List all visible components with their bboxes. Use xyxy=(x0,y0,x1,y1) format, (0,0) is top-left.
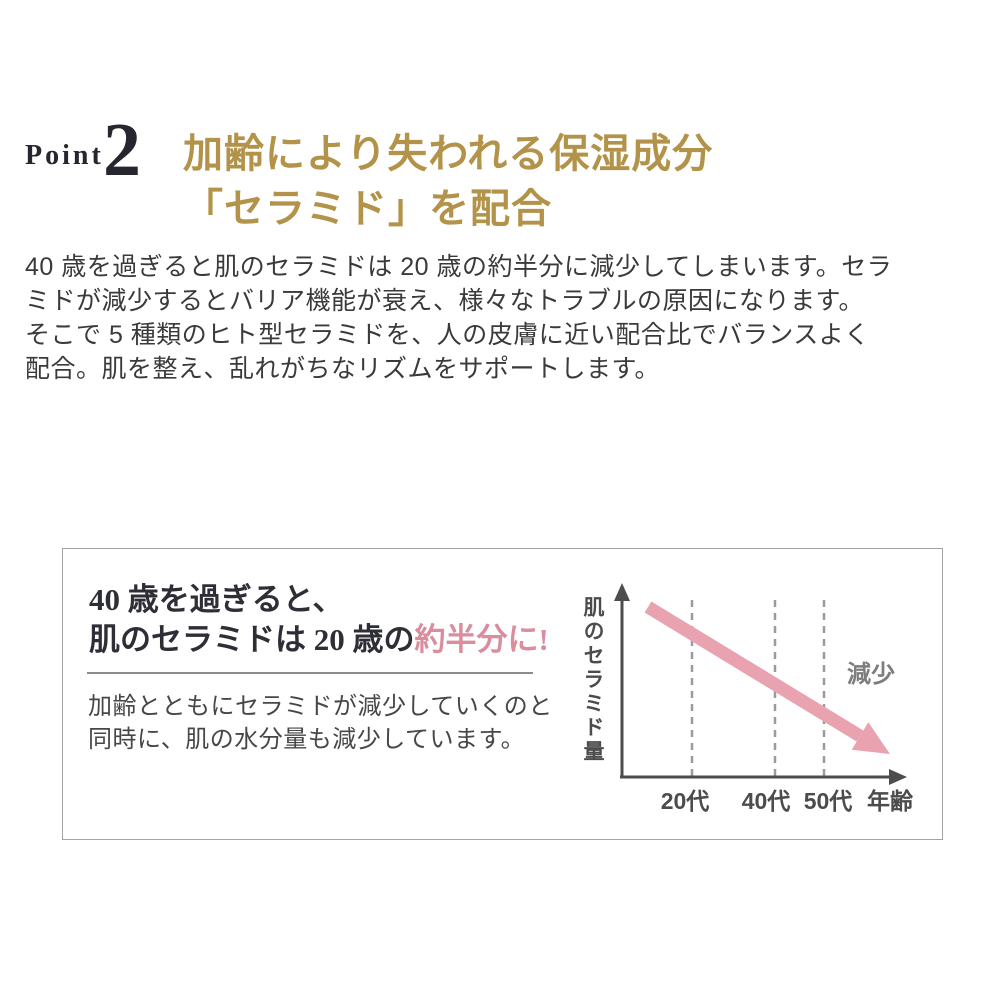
info-box-heading-line1: 40 歳を過ぎると、 xyxy=(89,582,344,617)
info-box-description: 加齢とともにセラミドが減少していくのと 同時に、肌の水分量も減少しています。 xyxy=(88,690,553,756)
info-box-heading: 40 歳を過ぎると、 肌のセラミドは 20 歳の約半分に! xyxy=(89,580,549,660)
info-box-desc-line: 加齢とともにセラミドが減少していくのと xyxy=(88,693,553,720)
trend-arrow-shaft xyxy=(644,601,864,742)
body-line: ミドが減少するとバリア機能が衰え、様々なトラブルの原因になります。 xyxy=(25,287,865,315)
body-line: 配合。肌を整え、乱れがちなリズムをサポートします。 xyxy=(25,355,661,383)
body-line: 40 歳を過ぎると肌のセラミドは 20 歳の約半分に減少してしまいます。セラ xyxy=(25,253,893,281)
trend-arrow-head xyxy=(851,722,890,754)
x-axis-arrow-icon xyxy=(889,769,907,785)
point-label: Point xyxy=(25,140,104,171)
y-axis-arrow-icon xyxy=(614,583,630,601)
x-axis-label: 年齢 xyxy=(867,788,913,814)
info-box-heading-line2: 肌のセラミドは 20 歳の約半分に! xyxy=(89,620,549,660)
page-title-line1: 加齢により失われる保湿成分 xyxy=(183,131,714,176)
info-box: 40 歳を過ぎると、 肌のセラミドは 20 歳の約半分に! 加齢とともにセラミド… xyxy=(62,548,943,840)
ceramide-decline-chart: 減少 20代 40代 50代 年齢 xyxy=(614,583,913,814)
info-box-heading-line2-prefix: 肌のセラミドは 20 歳の xyxy=(89,622,415,657)
point-number: 2 xyxy=(103,108,141,192)
chart-annotation: 減少 xyxy=(847,661,895,688)
body-paragraph: 40 歳を過ぎると肌のセラミドは 20 歳の約半分に減少してしまいます。セラ ミ… xyxy=(25,250,975,386)
x-tick-40s: 40代 xyxy=(742,788,791,814)
chart-y-axis-label: 肌のセラミド量 xyxy=(581,596,604,764)
page-title-line2: 「セラミド」を配合 xyxy=(183,186,552,231)
info-box-desc-line: 同時に、肌の水分量も減少しています。 xyxy=(88,726,526,753)
x-tick-20s: 20代 xyxy=(661,788,710,814)
info-box-heading-highlight: 約半分に! xyxy=(414,622,549,657)
body-line: そこで 5 種類のヒト型セラミドを、人の皮膚に近い配合比でバランスよく xyxy=(25,321,870,349)
x-tick-50s: 50代 xyxy=(804,788,853,814)
divider xyxy=(87,672,533,674)
page-title: 加齢により失われる保湿成分 「セラミド」を配合 xyxy=(183,126,713,236)
